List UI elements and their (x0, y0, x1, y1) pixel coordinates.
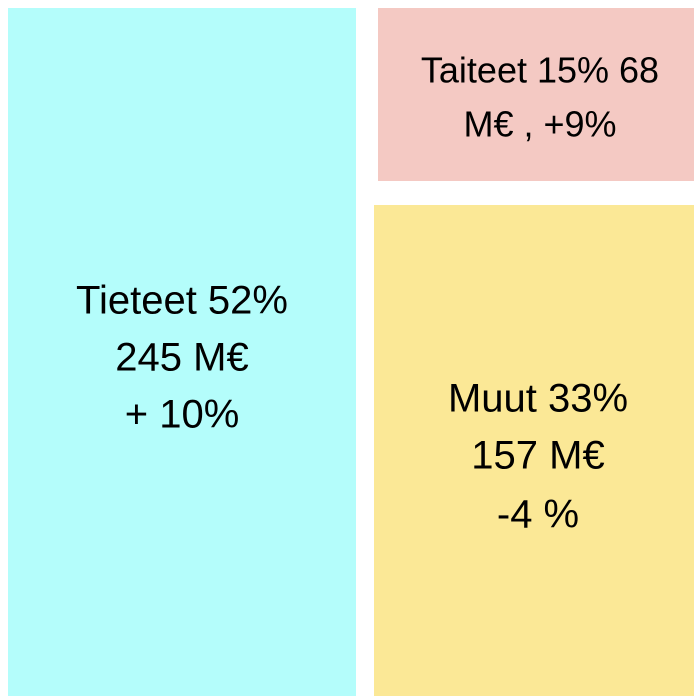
tile-label: -4 % (497, 493, 579, 537)
tile-label: M€ , +9% (463, 104, 616, 145)
tile-label: 157 M€ (471, 434, 604, 478)
tile-label: Tieteet 52% (76, 279, 288, 323)
tile-label: Muut 33% (448, 377, 628, 421)
tile-label: 245 M€ (115, 336, 248, 380)
tile (374, 205, 694, 696)
tile (378, 8, 694, 181)
tile (8, 8, 356, 696)
tile-label: Taiteet 15% 68 (421, 50, 659, 91)
tile-label: + 10% (125, 393, 240, 437)
